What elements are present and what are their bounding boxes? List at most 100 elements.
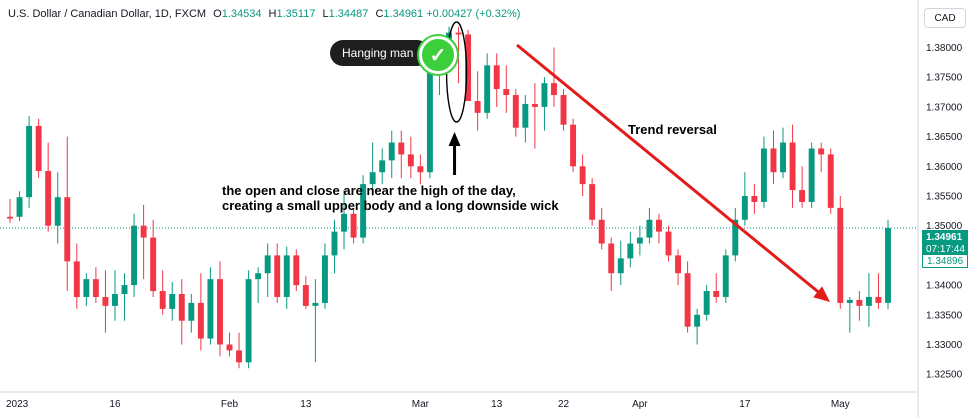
candle-body: [16, 197, 23, 217]
candle-body: [245, 279, 252, 363]
high-value: 1.35117: [276, 8, 316, 20]
y-tick-label: 1.37500: [926, 73, 963, 84]
trend-arrow-head: [813, 286, 830, 302]
candle-body: [694, 314, 701, 327]
x-tick-label: 2023: [6, 399, 29, 410]
open-label: O: [213, 8, 222, 20]
candle-body: [703, 291, 710, 315]
candle-body: [885, 228, 891, 303]
candle-body: [770, 148, 777, 173]
candle-body: [474, 100, 481, 113]
currency-selector[interactable]: CAD: [924, 8, 966, 28]
candle-body: [302, 285, 309, 306]
last-price-tag: 1.34961: [922, 230, 968, 244]
candle-body: [131, 225, 138, 286]
candle-body: [608, 243, 615, 274]
candle-body: [140, 225, 147, 238]
candle-body: [54, 197, 61, 226]
candle-body: [655, 219, 662, 232]
candle-body: [83, 279, 90, 297]
candle-body: [570, 124, 577, 167]
candle-body: [26, 125, 33, 198]
candle-body: [455, 32, 462, 35]
candle-body: [665, 231, 672, 256]
candle-body: [283, 255, 290, 297]
x-tick-label: 17: [739, 399, 751, 410]
candle-body: [799, 190, 806, 202]
hanging-man-note: the open and close are near the high of …: [222, 183, 642, 213]
candle-body: [73, 261, 80, 297]
candle-body: [7, 216, 13, 219]
trend-arrow-line: [516, 43, 823, 297]
y-tick-label: 1.35000: [926, 221, 963, 232]
candle-body: [150, 237, 157, 292]
candle-body: [207, 279, 214, 339]
candle-body: [713, 291, 720, 297]
candle-body: [188, 302, 195, 321]
hanging-man-label: Hanging man: [330, 40, 430, 66]
candle-body: [818, 148, 825, 155]
candle-body: [741, 196, 748, 220]
candle-body: [236, 350, 243, 363]
low-label: L: [322, 8, 329, 20]
x-tick-label: Mar: [412, 399, 430, 410]
candle-body: [636, 237, 643, 244]
candle-body: [216, 279, 223, 345]
candle-body: [531, 103, 538, 107]
candle-body: [789, 142, 796, 191]
candle-body: [360, 184, 367, 238]
candle-body: [846, 299, 853, 303]
countdown-tag: 07:17:44: [922, 242, 968, 256]
y-tick-label: 1.37000: [926, 102, 963, 113]
close-label: C: [375, 8, 384, 20]
candle-body: [255, 273, 262, 280]
candle-body: [598, 219, 605, 244]
candle-body: [541, 83, 548, 107]
candle-body: [551, 83, 557, 96]
candle-body: [398, 142, 405, 155]
y-tick-label: 1.32500: [926, 370, 963, 381]
low-value: 1.34487: [328, 8, 369, 20]
candle-body: [646, 219, 653, 238]
x-tick-label: 13: [491, 399, 503, 410]
candle-body: [837, 207, 844, 303]
open-value: 1.34534: [221, 8, 262, 20]
candle-body: [493, 65, 500, 90]
candle-body: [45, 171, 52, 226]
chart-header: U.S. Dollar / Canadian Dollar, 1D, FXCM …: [8, 8, 520, 20]
candle-body: [760, 148, 767, 202]
y-tick-label: 1.33000: [926, 340, 963, 351]
candle-body: [197, 302, 204, 339]
x-tick-label: 16: [109, 399, 121, 410]
trend-reversal-label: Trend reversal: [628, 122, 717, 137]
change-value: +0.00427 (+0.32%): [426, 8, 521, 20]
candle-body: [684, 273, 691, 327]
candle-body: [675, 255, 682, 274]
candle-body: [875, 296, 882, 303]
y-tick-label: 1.38000: [926, 43, 963, 54]
candle-body: [274, 255, 281, 297]
candle-body: [732, 219, 739, 256]
candle-body: [388, 142, 395, 161]
candle-body: [617, 258, 624, 274]
x-tick-label: 13: [300, 399, 312, 410]
candle-body: [579, 166, 586, 185]
candle-body: [780, 142, 786, 173]
hanging-man-ellipse: [445, 21, 468, 123]
x-tick-label: Apr: [632, 399, 648, 410]
candle-body: [321, 255, 328, 303]
y-tick-label: 1.34000: [926, 281, 963, 292]
candle-body: [369, 172, 376, 185]
candle-body: [512, 95, 519, 128]
candle-body: [64, 197, 71, 262]
candle-body: [226, 344, 233, 351]
candle-body: [169, 294, 176, 309]
candle-body: [379, 160, 386, 173]
candle-body: [627, 243, 634, 259]
candle-body: [264, 255, 271, 274]
y-tick-label: 1.35500: [926, 192, 963, 203]
candle-body: [484, 65, 491, 113]
candle-body: [808, 148, 815, 202]
note-line-1: the open and close are near the high of …: [222, 183, 516, 198]
